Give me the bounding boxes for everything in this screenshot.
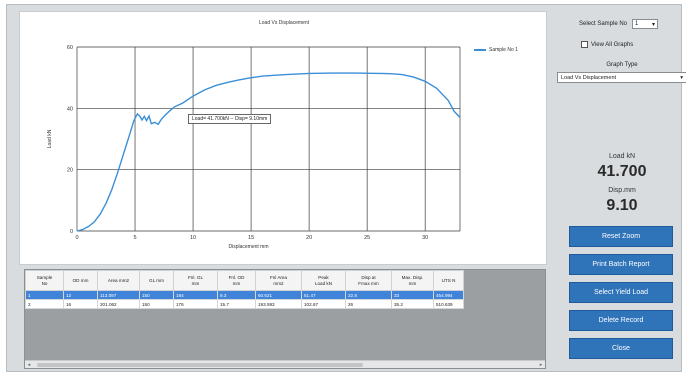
x-tick-label: 5 — [133, 235, 136, 241]
table-cell: 184 — [173, 290, 218, 300]
reset-zoom-button[interactable]: Reset Zoom — [569, 226, 673, 247]
delete-record-button[interactable]: Delete Record — [569, 310, 673, 331]
column-header[interactable]: Area mm2 — [97, 270, 140, 291]
results-table: Sample No OD mm Area mm2 GL mm Fnl. GL mm Fnl. … — [25, 270, 464, 309]
x-tick-label: 0 — [75, 235, 78, 241]
table-cell: 12 — [63, 290, 98, 300]
table-cell: 26 — [345, 299, 392, 309]
column-header[interactable]: Max. Disp. mm — [391, 270, 434, 291]
table-cell: 16 — [63, 299, 98, 309]
column-header[interactable]: Sample No — [25, 270, 64, 291]
table-cell: 9.3 — [217, 290, 256, 300]
view-all-graphs-checkbox[interactable] — [581, 41, 588, 48]
table-cell: 510.639 — [433, 299, 464, 309]
sample-select-row: Select Sample No 1 ▾ — [579, 19, 659, 29]
table-body: 1 12 113.097 150 184 9.3 60.621 51.47 22.8 33 454.… — [25, 290, 464, 309]
arrow-right-icon[interactable]: ▸ — [539, 362, 543, 368]
column-header[interactable]: GL mm — [139, 270, 174, 291]
load-value: 41.700 — [597, 163, 647, 180]
x-tick-label: 15 — [248, 235, 254, 241]
disp-label: Disp.mm — [608, 187, 636, 194]
print-batch-report-button[interactable]: Print Batch Report — [569, 254, 673, 275]
table-cell: 35.2 — [391, 299, 434, 309]
table-cell: 454.994 — [433, 290, 464, 300]
table-cell: 15.7 — [217, 299, 256, 309]
column-header[interactable]: UTS N — [433, 270, 464, 291]
x-tick-label: 10 — [190, 235, 196, 241]
table-row[interactable]: 2 16 201.062 150 176 15.7 193.593 102.67 26 35.2 5… — [25, 299, 464, 309]
column-header[interactable]: Peak Load kN — [301, 270, 346, 291]
y-axis-label: Load kN — [47, 129, 53, 148]
sample-select[interactable]: 1 ▾ — [632, 19, 659, 29]
close-button[interactable]: Close — [569, 338, 673, 359]
y-tick-label: 40 — [67, 106, 73, 112]
disp-value: 9.10 — [606, 197, 638, 214]
y-tick-label: 0 — [70, 229, 73, 235]
table-header-row: Sample No OD mm Area mm2 GL mm Fnl. GL mm Fnl. … — [25, 270, 464, 291]
column-header[interactable]: Fnl. GL mm — [173, 270, 218, 291]
table-cell: 193.593 — [255, 299, 302, 309]
results-grid[interactable]: Sample No OD mm Area mm2 GL mm Fnl. GL mm Fnl. … — [24, 269, 546, 369]
table-cell: 22.8 — [345, 290, 392, 300]
column-header[interactable]: Disp at Fmax mm — [345, 270, 392, 291]
chart-panel[interactable]: 0 5 10 15 20 25 30 0 20 40 60 Displacement mm Load k… — [19, 11, 547, 265]
sample-select-label: Select Sample No — [579, 21, 628, 27]
table-row[interactable]: 1 12 113.097 150 184 9.3 60.621 51.47 22.8 33 454.… — [25, 290, 464, 300]
load-label: Load kN — [608, 153, 636, 160]
chevron-down-icon: ▾ — [652, 21, 656, 28]
table-cell: 51.47 — [301, 290, 346, 300]
column-header[interactable]: Fnl. OD mm — [217, 270, 256, 291]
sample-select-value: 1 — [635, 21, 639, 27]
table-cell: 201.062 — [97, 299, 140, 309]
control-sidebar: Select Sample No 1 ▾ View All Graphs Gra… — [557, 15, 686, 375]
table-cell: 60.621 — [255, 290, 302, 300]
chart-canvas[interactable]: 0 5 10 15 20 25 30 0 20 40 60 Displacement mm Load k… — [20, 12, 548, 266]
x-axis-label: Displacement mm — [228, 244, 268, 250]
chart-tooltip: Load= 41.700kN -- Disp= 9.10mm — [188, 114, 272, 124]
column-header[interactable]: Fnl Area mm2 — [255, 270, 302, 291]
view-all-graphs-row[interactable]: View All Graphs — [581, 41, 633, 48]
graph-type-label: Graph Type — [606, 62, 638, 68]
table-cell: 1 — [25, 290, 64, 300]
x-tick-label: 25 — [364, 235, 370, 241]
chart-title: Load Vs Displacement — [258, 20, 310, 26]
table-cell: 102.67 — [301, 299, 346, 309]
table-cell: 2 — [25, 299, 64, 309]
view-all-graphs-label: View All Graphs — [591, 41, 634, 48]
x-tick-label: 20 — [306, 235, 312, 241]
app-window: 0 5 10 15 20 25 30 0 20 40 60 Displacement mm Load k… — [6, 4, 686, 375]
series-line — [76, 72, 461, 232]
legend-swatch — [474, 49, 486, 51]
y-tick-label: 20 — [67, 168, 73, 174]
table-cell: 150 — [139, 290, 174, 300]
chevron-down-icon: ▾ — [680, 74, 683, 81]
arrow-left-icon[interactable]: ◂ — [27, 362, 31, 368]
scrollbar-thumb[interactable] — [37, 363, 363, 367]
graph-type-value: Load Vs Displacement — [561, 74, 617, 81]
column-header[interactable]: OD mm — [63, 270, 98, 291]
table-cell: 176 — [173, 299, 218, 309]
graph-type-select[interactable]: Load Vs Displacement ▾ — [557, 72, 686, 83]
y-tick-label: 60 — [67, 45, 73, 51]
legend-label: Sample No 1 — [489, 47, 518, 53]
horizontal-scrollbar[interactable]: ◂ ▸ — [25, 360, 545, 368]
table-cell: 33 — [391, 290, 434, 300]
chart-legend: Sample No 1 — [474, 47, 518, 53]
select-yield-load-button[interactable]: Select Yield Load — [569, 282, 673, 303]
table-cell: 150 — [139, 299, 174, 309]
table-cell: 113.097 — [97, 290, 140, 300]
x-tick-label: 30 — [422, 235, 428, 241]
